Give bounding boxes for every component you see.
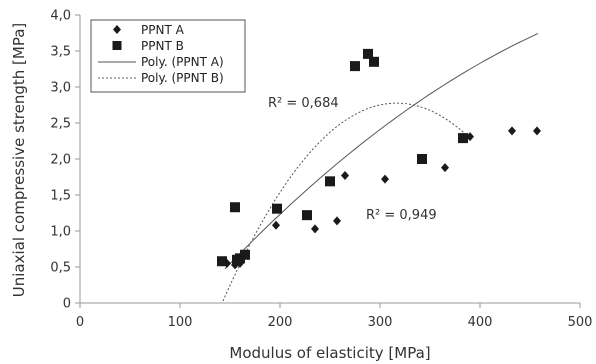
- y-tick-label: 0: [63, 297, 71, 312]
- point-ppnt-b: [217, 256, 227, 267]
- x-tick-label: 0: [76, 315, 84, 330]
- point-ppnt-b: [272, 203, 282, 214]
- x-tick-label: 100: [168, 315, 193, 330]
- x-tick-label: 400: [468, 315, 493, 330]
- trendline-ppnt-a: [224, 32, 539, 270]
- trendlines: [222, 32, 539, 302]
- legend-square-marker: [112, 41, 122, 50]
- point-ppnt-a: [508, 126, 516, 136]
- r-squared-ppnt-a: R² = 0,949: [366, 208, 437, 223]
- legend-label-poly-a: Poly. (PPNT A): [141, 55, 224, 69]
- legend-diamond-marker: [113, 25, 121, 34]
- point-ppnt-b: [302, 210, 312, 221]
- point-ppnt-a: [333, 216, 341, 226]
- x-tick-label: 500: [568, 315, 593, 330]
- y-tick-label: 3,5: [50, 45, 71, 60]
- y-tick-label: 0,5: [50, 261, 71, 276]
- y-axis-ticks: 0 0,5 1,0 1,5 2,0 2,5 3,0 3,5 4,0: [50, 9, 80, 312]
- legend: PPNT A PPNT B Poly. (PPNT A) Poly. (PPNT…: [90, 19, 246, 93]
- r-squared-ppnt-b: R² = 0,684: [268, 96, 339, 111]
- point-ppnt-a: [441, 163, 449, 173]
- y-tick-label: 2,5: [50, 117, 71, 132]
- point-ppnt-b: [363, 48, 373, 59]
- x-tick-label: 300: [368, 315, 393, 330]
- data-points: [217, 48, 541, 270]
- legend-label-poly-b: Poly. (PPNT B): [141, 71, 224, 85]
- y-tick-label: 1,5: [50, 189, 71, 204]
- legend-label-ppnt-b: PPNT B: [141, 39, 184, 53]
- y-axis-title: Uniaxial compressive strength [MPa]: [10, 23, 28, 297]
- point-ppnt-b: [240, 249, 250, 260]
- x-tick-label: 200: [268, 315, 293, 330]
- point-ppnt-b: [230, 202, 240, 213]
- point-ppnt-b: [458, 133, 468, 144]
- point-ppnt-a: [341, 171, 349, 181]
- legend-label-ppnt-a: PPNT A: [141, 23, 185, 37]
- point-ppnt-a: [272, 220, 280, 230]
- y-tick-label: 4,0: [50, 9, 71, 24]
- x-axis-title: Modulus of elasticity [MPa]: [229, 344, 430, 362]
- point-ppnt-a: [311, 224, 319, 234]
- point-ppnt-b: [325, 176, 335, 187]
- point-ppnt-b: [369, 56, 379, 67]
- point-ppnt-a: [381, 174, 389, 184]
- point-ppnt-b: [350, 61, 360, 72]
- x-axis-ticks: 0 100 200 300 400 500: [76, 303, 593, 330]
- y-tick-label: 3,0: [50, 81, 71, 96]
- point-ppnt-b: [417, 154, 427, 164]
- y-tick-label: 1,0: [50, 225, 71, 240]
- point-ppnt-a: [533, 126, 541, 136]
- trendline-ppnt-b: [222, 102, 466, 302]
- y-tick-label: 2,0: [50, 153, 71, 168]
